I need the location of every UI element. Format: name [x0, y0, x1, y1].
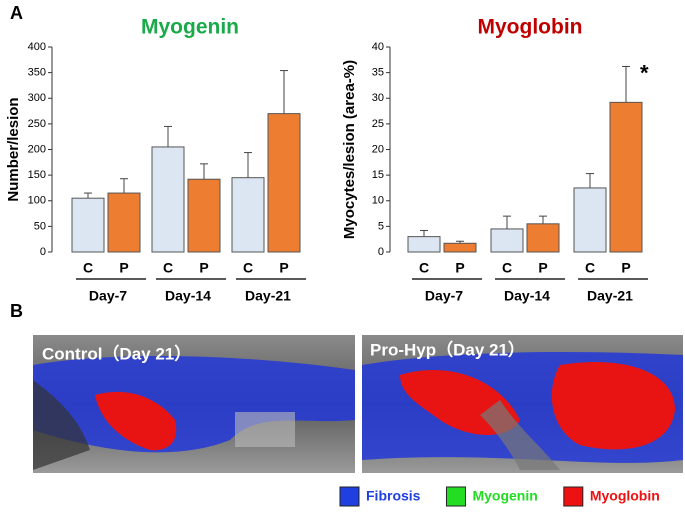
bar-label: P	[279, 260, 288, 276]
bar-label: P	[455, 260, 464, 276]
legend-swatch	[563, 486, 584, 507]
bar	[573, 187, 607, 253]
legend-label: Myoglobin	[590, 488, 660, 504]
y-tick-label: 200	[28, 143, 46, 155]
y-tick-label: 400	[28, 41, 46, 53]
y-tick-label: 300	[28, 92, 46, 104]
legend-swatch	[445, 486, 466, 507]
bar	[490, 228, 524, 253]
bar	[407, 236, 441, 253]
y-tick-label: 100	[28, 195, 46, 207]
x-tick-label: Day-14	[165, 288, 211, 304]
bar-label: C	[243, 260, 253, 276]
legend-label: Myogenin	[472, 488, 537, 504]
bar	[443, 242, 477, 253]
bar	[609, 101, 643, 253]
bar	[267, 113, 301, 253]
bar-label: P	[621, 260, 630, 276]
panel-label: B	[10, 301, 23, 321]
y-tick-label: 150	[28, 169, 46, 181]
legend-swatch	[339, 486, 360, 507]
y-tick-label: 25	[372, 118, 384, 130]
y-tick-label: 30	[372, 92, 384, 104]
bar-label: C	[83, 260, 93, 276]
bar-label: C	[163, 260, 173, 276]
micrograph	[33, 335, 355, 473]
y-tick-label: 250	[28, 118, 46, 130]
panel-label: A	[10, 3, 23, 23]
x-tick-label: Day-7	[89, 288, 127, 304]
bar-label: C	[419, 260, 429, 276]
x-tick-label: Day-14	[504, 288, 550, 304]
legend-label: Fibrosis	[366, 488, 421, 504]
bar	[231, 177, 265, 253]
annotation: *	[640, 60, 649, 85]
bar-label: P	[199, 260, 208, 276]
image-label: Control（Day 21）	[42, 343, 191, 363]
y-tick-label: 35	[372, 67, 384, 79]
bar	[71, 197, 105, 253]
x-tick-label: Day-21	[587, 288, 633, 304]
bar	[526, 223, 560, 253]
y-tick-label: 0	[378, 246, 384, 258]
bar	[107, 192, 141, 253]
bar-label: C	[585, 260, 595, 276]
chart-title: Myoglobin	[478, 16, 583, 39]
bar	[151, 146, 185, 253]
y-tick-label: 15	[372, 169, 384, 181]
y-tick-label: 0	[40, 246, 46, 258]
x-tick-label: Day-7	[425, 288, 463, 304]
image-label: Pro-Hyp（Day 21）	[370, 339, 525, 359]
y-tick-label: 20	[372, 143, 384, 155]
y-tick-label: 5	[378, 220, 384, 232]
y-tick-label: 10	[372, 195, 384, 207]
bar-label: P	[119, 260, 128, 276]
micrograph	[362, 335, 683, 473]
x-tick-label: Day-21	[245, 288, 291, 304]
bar	[187, 178, 221, 253]
y-tick-label: 50	[34, 220, 46, 232]
y-axis-label: Myocytes/lesion (area-%)	[341, 60, 358, 239]
y-tick-label: 40	[372, 41, 384, 53]
y-tick-label: 350	[28, 67, 46, 79]
y-axis-label: Number/lesion	[5, 97, 22, 201]
bar-label: P	[538, 260, 547, 276]
chart-title: Myogenin	[141, 16, 239, 39]
bar-label: C	[502, 260, 512, 276]
